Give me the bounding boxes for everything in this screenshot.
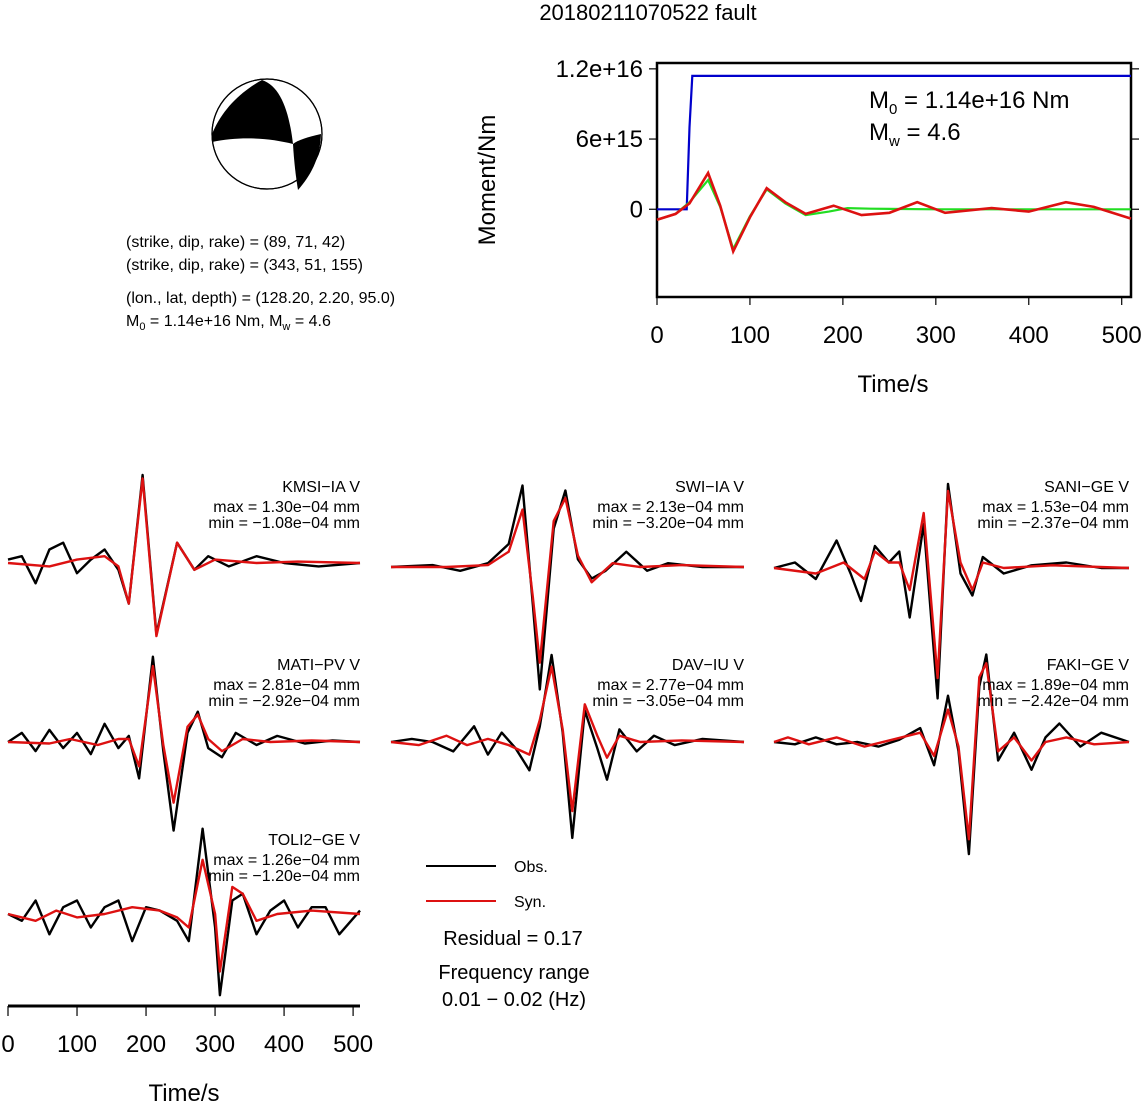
max-label: max = 2.13e−04 mm [597, 499, 744, 516]
max-label: max = 1.26e−04 mm [213, 852, 360, 869]
beachball-compression-quadrant-2 [293, 134, 321, 190]
moment-m0-annotation: M0 = 1.14e+16 Nm [869, 87, 1069, 118]
station-label: SANI−GE V [1044, 479, 1129, 496]
moment-mw-annotation: Mw = 4.6 [869, 119, 961, 150]
moment-series-group [656, 74, 1132, 256]
moment-annotation: M0 = 1.14e+16 Nm Mw = 4.6 [869, 87, 1069, 150]
moment-ytick-label: 1.2e+16 [556, 56, 643, 83]
moment-axes: 0 100 200 300 400 500 0 6e+15 1.2e+16 [556, 56, 1142, 349]
time-axis-tick-label: 0 [1, 1031, 14, 1058]
synthetic-waveform [773, 662, 1130, 841]
station-label: TOLI2−GE V [268, 832, 360, 849]
figure-title: 20180211070522 fault [539, 0, 756, 25]
moment-plot-frame [655, 61, 1133, 299]
residual-label: Residual = 0.17 [443, 928, 583, 950]
mechanism-info: (strike, dip, rake) = (89, 71, 42) (stri… [126, 234, 395, 333]
beachball [211, 78, 323, 190]
moment-xtick-label: 200 [823, 322, 863, 349]
waveform-xlabel: Time/s [148, 1080, 219, 1104]
max-label: max = 1.89e−04 mm [982, 677, 1129, 694]
min-label: min = −3.20e−04 mm [592, 515, 744, 532]
min-label: min = −2.37e−04 mm [977, 515, 1129, 532]
station-label: SWI−IA V [675, 479, 744, 496]
nodal-plane-1: (strike, dip, rake) = (89, 71, 42) [126, 234, 345, 251]
observed-waveform [7, 827, 361, 997]
station-label: DAV−IU V [672, 657, 745, 674]
synthetic-waveform [7, 664, 361, 804]
moment-xtick-label: 500 [1102, 322, 1142, 349]
frequency-title: Frequency range [438, 962, 589, 984]
moment-magnitude-line: M0 = 1.14e+16 Nm, Mw = 4.6 [126, 313, 331, 333]
time-axis-tick-label: 500 [333, 1031, 373, 1058]
moment-series-line-1 [656, 177, 1131, 252]
min-label: min = −1.08e−04 mm [208, 515, 360, 532]
time-axis-tick-label: 300 [195, 1031, 235, 1058]
min-label: min = −2.92e−04 mm [208, 693, 360, 710]
legend: Obs. Syn. Residual = 0.17 Frequency rang… [426, 859, 590, 1011]
synthetic-waveform [391, 496, 745, 664]
waveform-time-axis: 0 100 200 300 400 500 [1, 1004, 373, 1058]
time-axis-tick-label: 400 [264, 1031, 304, 1058]
beachball-compression-quadrant [212, 80, 293, 144]
moment-xtick-label: 400 [1009, 322, 1049, 349]
moment-series-line-0 [657, 74, 1131, 211]
moment-ytick-label: 6e+15 [576, 126, 643, 153]
moment-xtick-label: 300 [916, 322, 956, 349]
beachball-rim [211, 78, 323, 190]
nodal-plane-2: (strike, dip, rake) = (343, 51, 155) [126, 257, 363, 274]
legend-syn-label: Syn. [514, 894, 546, 911]
station-label: MATI−PV V [277, 657, 360, 674]
source-location: (lon., lat, depth) = (128.20, 2.20, 95.0… [126, 290, 395, 307]
synthetic-waveform [7, 477, 361, 638]
time-axis-tick-label: 200 [126, 1031, 166, 1058]
station-label: KMSI−IA V [282, 479, 360, 496]
legend-obs-label: Obs. [514, 859, 548, 876]
moment-series-line-2 [656, 170, 1132, 256]
synthetic-waveform [390, 665, 745, 813]
station-label: FAKI−GE V [1047, 657, 1130, 674]
max-label: max = 2.81e−04 mm [213, 677, 360, 694]
max-label: max = 1.30e−04 mm [213, 499, 360, 516]
moment-xtick-label: 0 [650, 322, 663, 349]
max-label: max = 2.77e−04 mm [597, 677, 744, 694]
moment-ytick-label: 0 [630, 196, 643, 223]
min-label: min = −1.20e−04 mm [208, 868, 360, 885]
max-label: max = 1.53e−04 mm [982, 499, 1129, 516]
time-axis-tick-label: 100 [57, 1031, 97, 1058]
min-label: min = −3.05e−04 mm [592, 693, 744, 710]
moment-ylabel: Moment/Nm [474, 115, 501, 246]
frequency-range: 0.01 − 0.02 (Hz) [442, 989, 586, 1011]
moment-xlabel: Time/s [857, 371, 928, 398]
moment-xtick-label: 100 [730, 322, 770, 349]
synthetic-waveform [773, 489, 1130, 680]
min-label: min = −2.42e−04 mm [977, 693, 1129, 710]
synthetic-waveform [7, 858, 361, 973]
